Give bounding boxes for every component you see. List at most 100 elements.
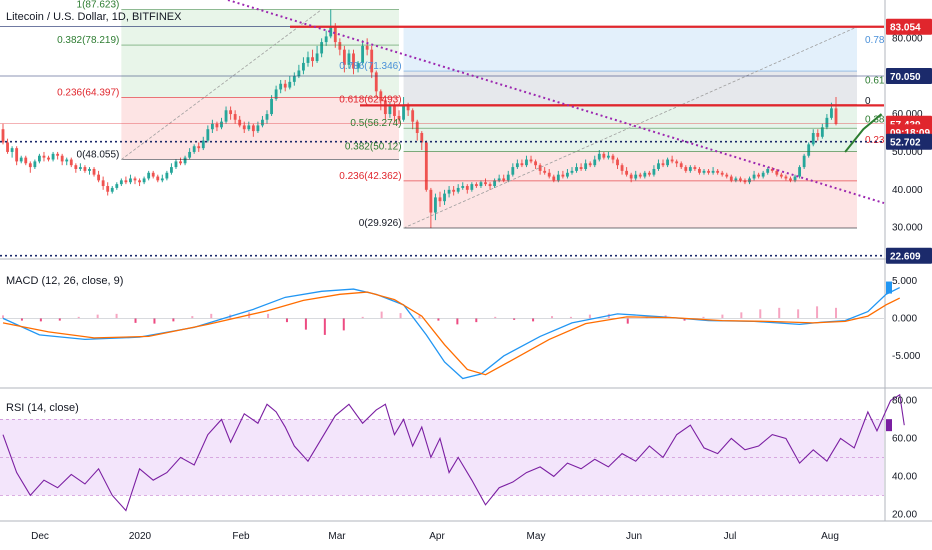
candle-body — [784, 176, 788, 179]
candle-body — [83, 167, 87, 171]
macd-histogram-bar — [323, 318, 326, 335]
macd-histogram-bar — [115, 313, 118, 319]
candle-body — [342, 49, 346, 65]
candle-body — [270, 98, 273, 115]
candle-body — [97, 174, 101, 181]
time-axis-tick: Mar — [328, 531, 346, 542]
candle-body — [15, 148, 19, 162]
candle-body — [675, 161, 679, 164]
candle-body — [88, 168, 91, 171]
candle-body — [616, 159, 619, 166]
candle-body — [434, 197, 437, 213]
candle-body — [306, 57, 310, 63]
candle-body — [502, 178, 506, 181]
candle-body — [707, 170, 710, 173]
candle-body — [748, 178, 751, 183]
candle-body — [411, 110, 415, 122]
macd-histogram-bar — [588, 314, 591, 319]
candle-body — [329, 26, 333, 37]
candle-body — [261, 119, 264, 126]
fib1-zone-red — [121, 97, 400, 160]
candle-body — [311, 57, 314, 62]
candle-body — [142, 178, 146, 183]
candle-body — [711, 170, 715, 173]
candle-body — [361, 45, 365, 63]
candle-body — [60, 155, 64, 162]
candle-body — [320, 42, 324, 54]
candle-body — [811, 133, 815, 145]
fib1-level-label: 0(48.055) — [77, 149, 120, 160]
candle-body — [725, 174, 729, 177]
candle-body — [830, 108, 833, 118]
candle-body — [251, 125, 255, 132]
candle-body — [101, 180, 105, 187]
macd-histogram-bar — [437, 318, 440, 321]
candle-body — [402, 104, 405, 120]
macd-histogram-bar — [210, 313, 213, 319]
candle-body — [752, 174, 756, 179]
candle-body — [28, 163, 32, 168]
macd-histogram-bar — [134, 318, 137, 323]
price-axis-tick: 60.000 — [892, 109, 923, 120]
candle-body — [684, 167, 688, 171]
candle-body — [56, 153, 60, 156]
fib2-level-label: 0.236(42.362) — [339, 171, 401, 182]
candle-body — [247, 125, 251, 130]
candle-body — [119, 180, 123, 185]
candle-body — [611, 155, 615, 160]
macd-histogram-bar — [267, 313, 270, 319]
candle-body — [129, 178, 132, 183]
time-axis-tick: Dec — [31, 531, 49, 542]
candle-body — [406, 104, 410, 111]
rsi-axis-tick: 20.00 — [892, 509, 917, 520]
candle-body — [556, 174, 560, 181]
macd-histogram-bar — [361, 316, 364, 319]
candle-body — [78, 167, 82, 169]
candle-body — [115, 184, 119, 188]
candle-body — [274, 89, 278, 99]
macd-histogram-bar — [740, 312, 743, 319]
price-tag-box — [886, 18, 932, 35]
candle-body — [620, 165, 624, 171]
fib-right-label: 0.61 — [865, 75, 885, 86]
candle-body — [465, 186, 469, 190]
macd-axis-tick: -5.000 — [892, 351, 921, 362]
macd-histogram-bar — [626, 318, 629, 324]
candle-body — [393, 106, 396, 116]
fib2-level-label: 0(29.926) — [359, 218, 402, 229]
candle-body — [69, 159, 73, 166]
macd-value-marker — [886, 281, 892, 294]
macd-histogram-bar — [399, 313, 402, 319]
candle-body — [224, 110, 228, 122]
price-tag-box — [886, 67, 932, 84]
time-axis-tick: Aug — [821, 531, 839, 542]
price-axis-tick: 50.000 — [892, 147, 923, 158]
fib1-trend-line — [121, 9, 322, 160]
macd-histogram-bar — [342, 318, 345, 331]
candle-body — [192, 146, 196, 152]
candle-body — [302, 62, 305, 71]
price-axis-tick: 40.000 — [892, 185, 923, 196]
candle-body — [288, 81, 292, 88]
fib1-level-label: 0.236(64.397) — [57, 87, 119, 98]
candle-body — [315, 53, 319, 62]
candle-body — [629, 174, 633, 179]
candle-body — [820, 127, 824, 137]
candle-body — [424, 142, 428, 190]
macd-histogram-bar — [532, 318, 535, 322]
macd-histogram-bar — [77, 316, 80, 319]
candle-body — [220, 121, 223, 128]
candle-body — [729, 176, 733, 181]
candle-body — [497, 178, 501, 181]
macd-signal-line — [2, 291, 901, 376]
macd-axis-tick: 0.000 — [892, 313, 917, 324]
fib2-zone-red — [403, 151, 857, 228]
macd-histogram-bar — [835, 307, 837, 319]
candle-body — [702, 170, 706, 173]
macd-histogram-bar — [778, 307, 781, 319]
time-axis-tick: Feb — [232, 531, 250, 542]
candle-body — [525, 159, 528, 166]
macd-histogram-bar — [153, 318, 156, 324]
candle-body — [197, 146, 201, 149]
candle-body — [201, 140, 205, 149]
